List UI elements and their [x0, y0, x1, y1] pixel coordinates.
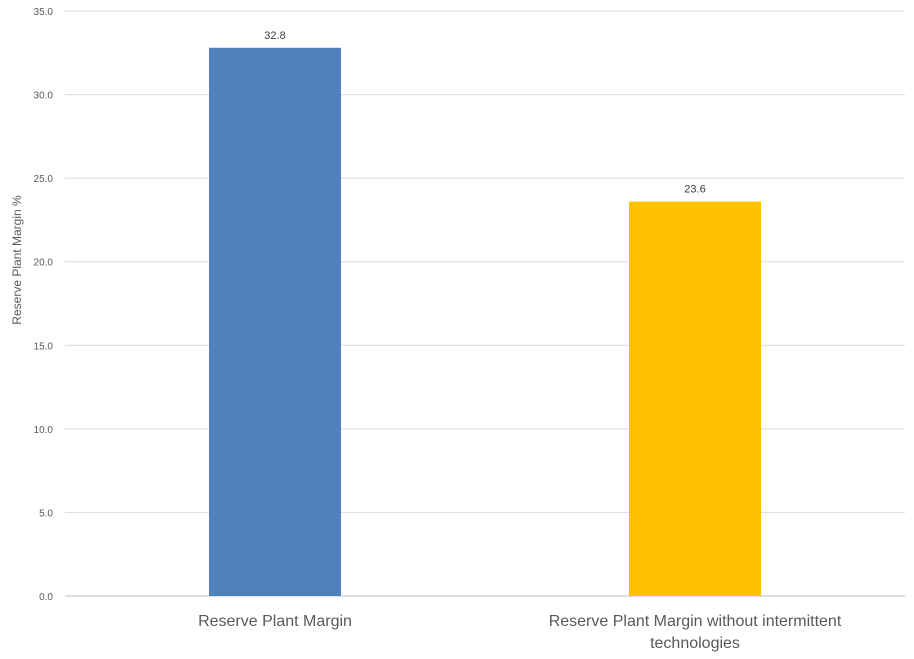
category-label: Reserve Plant Margin without intermitten…	[549, 613, 842, 652]
data-labels: 32.8 23.6	[264, 30, 705, 196]
y-tick-label: 10.0	[34, 425, 54, 436]
y-tick-label: 25.0	[34, 174, 54, 185]
y-tick-label: 30.0	[34, 91, 54, 102]
y-axis-label: Reserve Plant Margin %	[10, 195, 24, 325]
data-label: 32.8	[264, 30, 285, 42]
gridlines	[65, 10, 905, 597]
y-tick-label: 15.0	[34, 341, 54, 352]
bar	[629, 201, 761, 597]
category-label-line: technologies	[650, 635, 740, 652]
bar	[209, 47, 341, 597]
y-tick-label: 0.0	[39, 592, 53, 603]
x-axis-category-labels: Reserve Plant Margin Reserve Plant Margin…	[198, 613, 842, 652]
y-tick-label: 5.0	[39, 508, 53, 519]
category-label: Reserve Plant Margin	[198, 613, 352, 630]
category-label-line: Reserve Plant Margin without intermitten…	[549, 613, 842, 630]
y-tick-label: 20.0	[34, 258, 54, 269]
y-tick-label: 35.0	[34, 7, 54, 18]
bars	[209, 47, 761, 597]
data-label: 23.6	[684, 184, 705, 196]
category-label-line: Reserve Plant Margin	[198, 613, 352, 630]
y-axis-tick-labels: 0.0 5.0 10.0 15.0 20.0 25.0 30.0 35.0	[34, 7, 54, 603]
